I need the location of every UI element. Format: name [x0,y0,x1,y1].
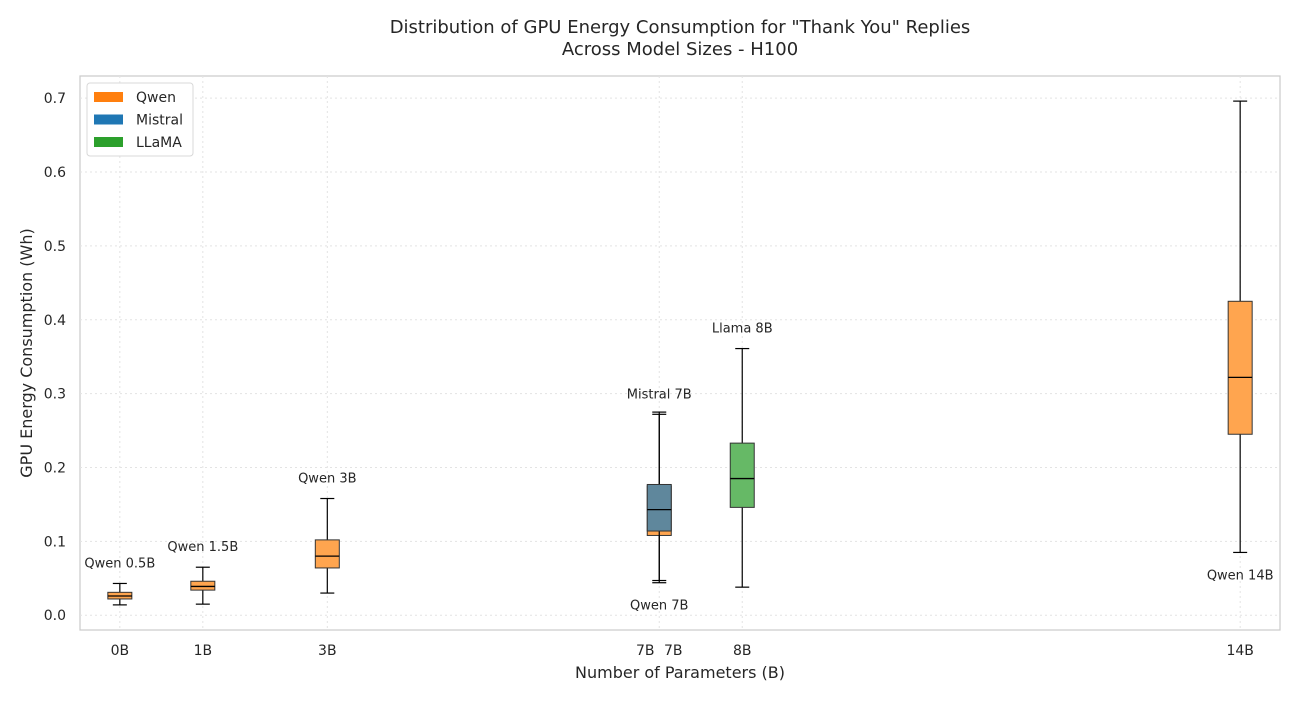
box-qwen-1-5b: Qwen 1.5B [167,540,238,605]
chart-subtitle: Across Model Sizes - H100 [562,39,798,60]
box-iqr [646,483,672,532]
y-tick-label: 0.0 [44,608,66,624]
legend: Qwen Mistral LLaMA [86,82,194,157]
legend-label: Qwen [136,90,176,106]
box-label: Mistral 7B [627,387,692,402]
x-tick-label: 3B [318,643,337,659]
box-iqr [1227,300,1253,435]
x-tick-label: 7B [664,643,683,659]
legend-swatch-mistral [94,114,123,125]
x-tick-label: 8B [733,643,752,659]
chart-title: Distribution of GPU Energy Consumption f… [390,17,971,38]
box-label: Llama 8B [712,322,773,337]
box-iqr [190,580,216,591]
y-axis-ticks: 0.0 0.1 0.2 0.3 0.4 0.5 0.6 0.7 [44,91,66,624]
y-tick-label: 0.3 [44,387,66,403]
y-tick-label: 0.5 [44,239,66,255]
box-qwen-3b: Qwen 3B [298,472,357,594]
box-qwen-0-5b: Qwen 0.5B [84,556,155,606]
box-label: Qwen 0.5B [84,556,155,571]
box-llama-8b: Llama 8B [712,322,773,588]
box-iqr [729,442,755,508]
y-tick-label: 0.2 [44,460,66,476]
plot-area [79,75,1281,631]
y-tick-label: 0.1 [44,534,66,550]
x-axis-label: Number of Parameters (B) [575,663,785,682]
y-tick-label: 0.7 [44,91,66,107]
x-axis-ticks: 0B 1B 3B 7B 7B 8B 14B [111,643,1254,659]
legend-label: Mistral [136,113,183,129]
legend-swatch-qwen [94,92,123,102]
x-tick-label: 7B [636,643,655,659]
y-tick-label: 0.4 [44,313,66,329]
box-label: Qwen 3B [298,472,356,487]
x-tick-label: 14B [1226,643,1253,659]
box-mistral-7b: Mistral 7B [627,387,692,582]
y-tick-label: 0.6 [44,165,66,181]
y-axis-label: GPU Energy Consumption (Wh) [17,228,36,477]
box-qwen-14b: Qwen 14B [1207,100,1274,583]
x-tick-label: 1B [194,643,213,659]
legend-label: LLaMA [136,135,182,151]
box-iqr [314,539,340,569]
legend-swatch-llama [94,137,123,147]
boxes: Qwen 0.5B Qwen 1.5B Qwen 3B Qwen 7B Mistral … [84,100,1274,614]
box-label: Qwen 14B [1207,568,1274,583]
box-label: Qwen 7B [630,599,688,614]
x-tick-label: 0B [111,643,130,659]
box-label: Qwen 1.5B [167,540,238,555]
